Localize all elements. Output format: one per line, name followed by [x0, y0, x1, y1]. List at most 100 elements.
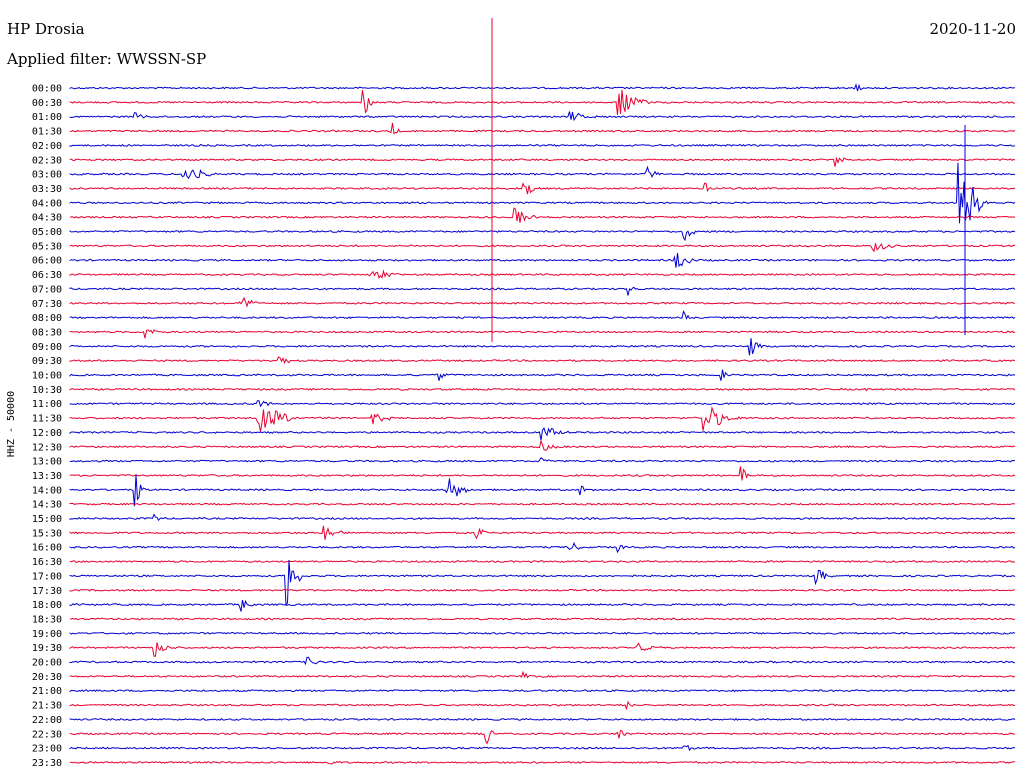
time-label: 16:00	[32, 543, 62, 554]
time-label: 03:30	[32, 184, 62, 195]
time-label: 22:00	[32, 715, 62, 726]
time-label: 03:00	[32, 170, 62, 181]
time-label: 13:00	[32, 457, 62, 468]
trace-line	[69, 689, 1016, 693]
time-label: 06:30	[32, 270, 62, 281]
trace-line	[69, 83, 1016, 92]
time-label: 05:00	[32, 227, 62, 238]
trace-line	[69, 729, 1016, 745]
trace-line	[69, 427, 1016, 441]
trace-line	[69, 405, 1016, 432]
trace-line	[69, 588, 1016, 592]
trace-line	[69, 387, 1016, 392]
time-label: 12:00	[32, 428, 62, 439]
trace-line	[69, 541, 1016, 554]
trace-line	[69, 560, 1016, 606]
y-axis-label: HHZ - 50000	[6, 391, 17, 457]
trace-line	[69, 207, 1016, 223]
time-label: 10:00	[32, 371, 62, 382]
trace-line	[69, 599, 1016, 612]
time-label: 19:00	[32, 629, 62, 640]
trace-line	[69, 286, 1016, 296]
date-label: 2020-11-20	[929, 20, 1016, 38]
time-label: 20:30	[32, 672, 62, 683]
trace-line	[69, 252, 1016, 268]
trace-line	[69, 309, 1016, 320]
trace-line	[69, 760, 1016, 765]
trace-line	[69, 296, 1016, 308]
trace-line	[69, 243, 1016, 253]
time-label: 21:30	[32, 701, 62, 712]
time-label: 21:00	[32, 686, 62, 697]
trace-line	[69, 269, 1016, 280]
trace-line	[69, 744, 1016, 752]
time-label: 09:00	[32, 342, 62, 353]
time-label: 17:00	[32, 571, 62, 582]
trace-line	[69, 329, 1016, 339]
trace-line	[69, 369, 1016, 381]
time-label: 00:30	[32, 98, 62, 109]
time-label: 04:00	[32, 198, 62, 209]
time-label: 13:30	[32, 471, 62, 482]
time-label: 02:00	[32, 141, 62, 152]
trace-line	[69, 642, 1016, 657]
trace-line	[69, 656, 1016, 666]
time-label: 11:30	[32, 414, 62, 425]
trace-line	[69, 400, 1016, 408]
time-label: 18:30	[32, 614, 62, 625]
trace-line	[69, 439, 1016, 451]
time-label: 23:00	[32, 744, 62, 755]
time-label: 02:30	[32, 155, 62, 166]
trace-line	[69, 560, 1016, 563]
trace-line	[69, 513, 1016, 522]
trace-line	[69, 457, 1016, 463]
time-label: 14:00	[32, 485, 62, 496]
time-label: 16:30	[32, 557, 62, 568]
time-label: 05:30	[32, 241, 62, 252]
trace-line	[69, 182, 1016, 195]
filter-label: Applied filter: WWSSN-SP	[7, 50, 207, 68]
trace-line	[69, 525, 1016, 540]
time-label: 07:30	[32, 299, 62, 310]
time-label: 18:00	[32, 600, 62, 611]
time-label: 04:30	[32, 213, 62, 224]
time-label: 09:30	[32, 356, 62, 367]
time-label: 06:00	[32, 256, 62, 267]
trace-line	[69, 165, 1016, 180]
trace-line	[69, 122, 1016, 135]
time-label: 08:00	[32, 313, 62, 324]
trace-line	[69, 474, 1016, 507]
trace-line	[69, 338, 1016, 356]
time-label: 12:30	[32, 442, 62, 453]
trace-line	[69, 89, 1015, 116]
time-label: 00:00	[32, 84, 62, 95]
trace-line	[69, 356, 1016, 365]
time-label: 15:00	[32, 514, 62, 525]
time-label: 22:30	[32, 729, 62, 740]
time-label: 08:30	[32, 327, 62, 338]
time-label: 01:00	[32, 112, 62, 123]
trace-line	[69, 156, 1016, 167]
trace-line	[69, 143, 1016, 147]
time-label: 23:30	[32, 758, 62, 769]
time-label: 10:30	[32, 385, 62, 396]
trace-line	[69, 700, 1015, 711]
time-label: 11:00	[32, 399, 62, 410]
time-label: 14:30	[32, 500, 62, 511]
time-label: 07:00	[32, 284, 62, 295]
time-label: 15:30	[32, 528, 62, 539]
trace-line	[69, 631, 1016, 635]
trace-line	[69, 502, 1016, 506]
time-label: 19:30	[32, 643, 62, 654]
time-label: 20:00	[32, 658, 62, 669]
trace-line	[69, 162, 1016, 224]
trace-line	[69, 229, 1016, 242]
time-label: 01:30	[32, 127, 62, 138]
trace-line	[69, 111, 1016, 122]
time-label: 17:30	[32, 586, 62, 597]
trace-line	[69, 617, 1016, 621]
trace-line	[69, 466, 1016, 481]
trace-line	[69, 717, 1016, 721]
